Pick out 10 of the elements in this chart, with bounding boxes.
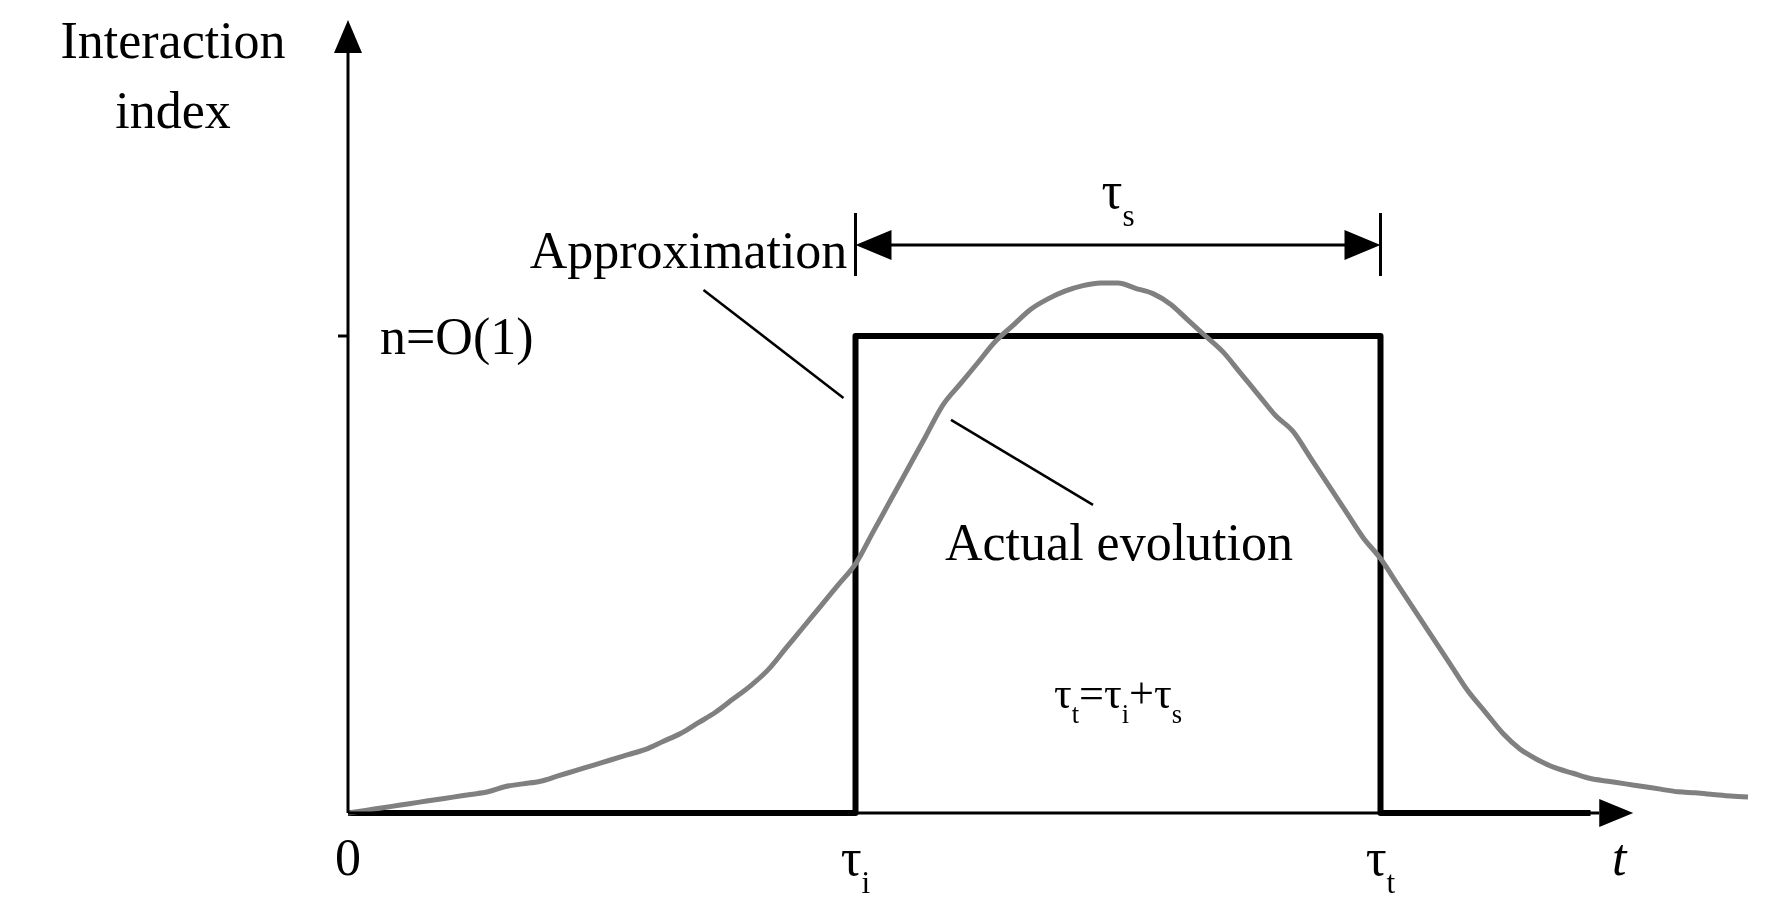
- x-tick-label: 0: [335, 829, 361, 886]
- annotation: n=O(1): [380, 308, 534, 366]
- series-label: Actual evolution: [944, 513, 1294, 571]
- x-axis-title: t: [1612, 829, 1629, 886]
- annotation: τ$_{t}$=τ$_{i}$+τ$_{s}$: [1053, 669, 1183, 729]
- text: τ$_{s}$: [1101, 162, 1135, 233]
- legend-label: Approximation: [529, 222, 848, 280]
- x-tick-label: τ$_{t}$: [1365, 829, 1396, 900]
- y-axis-title: Interaction index: [60, 12, 286, 139]
- x-tick-label: τ$_{i}$: [840, 829, 871, 900]
